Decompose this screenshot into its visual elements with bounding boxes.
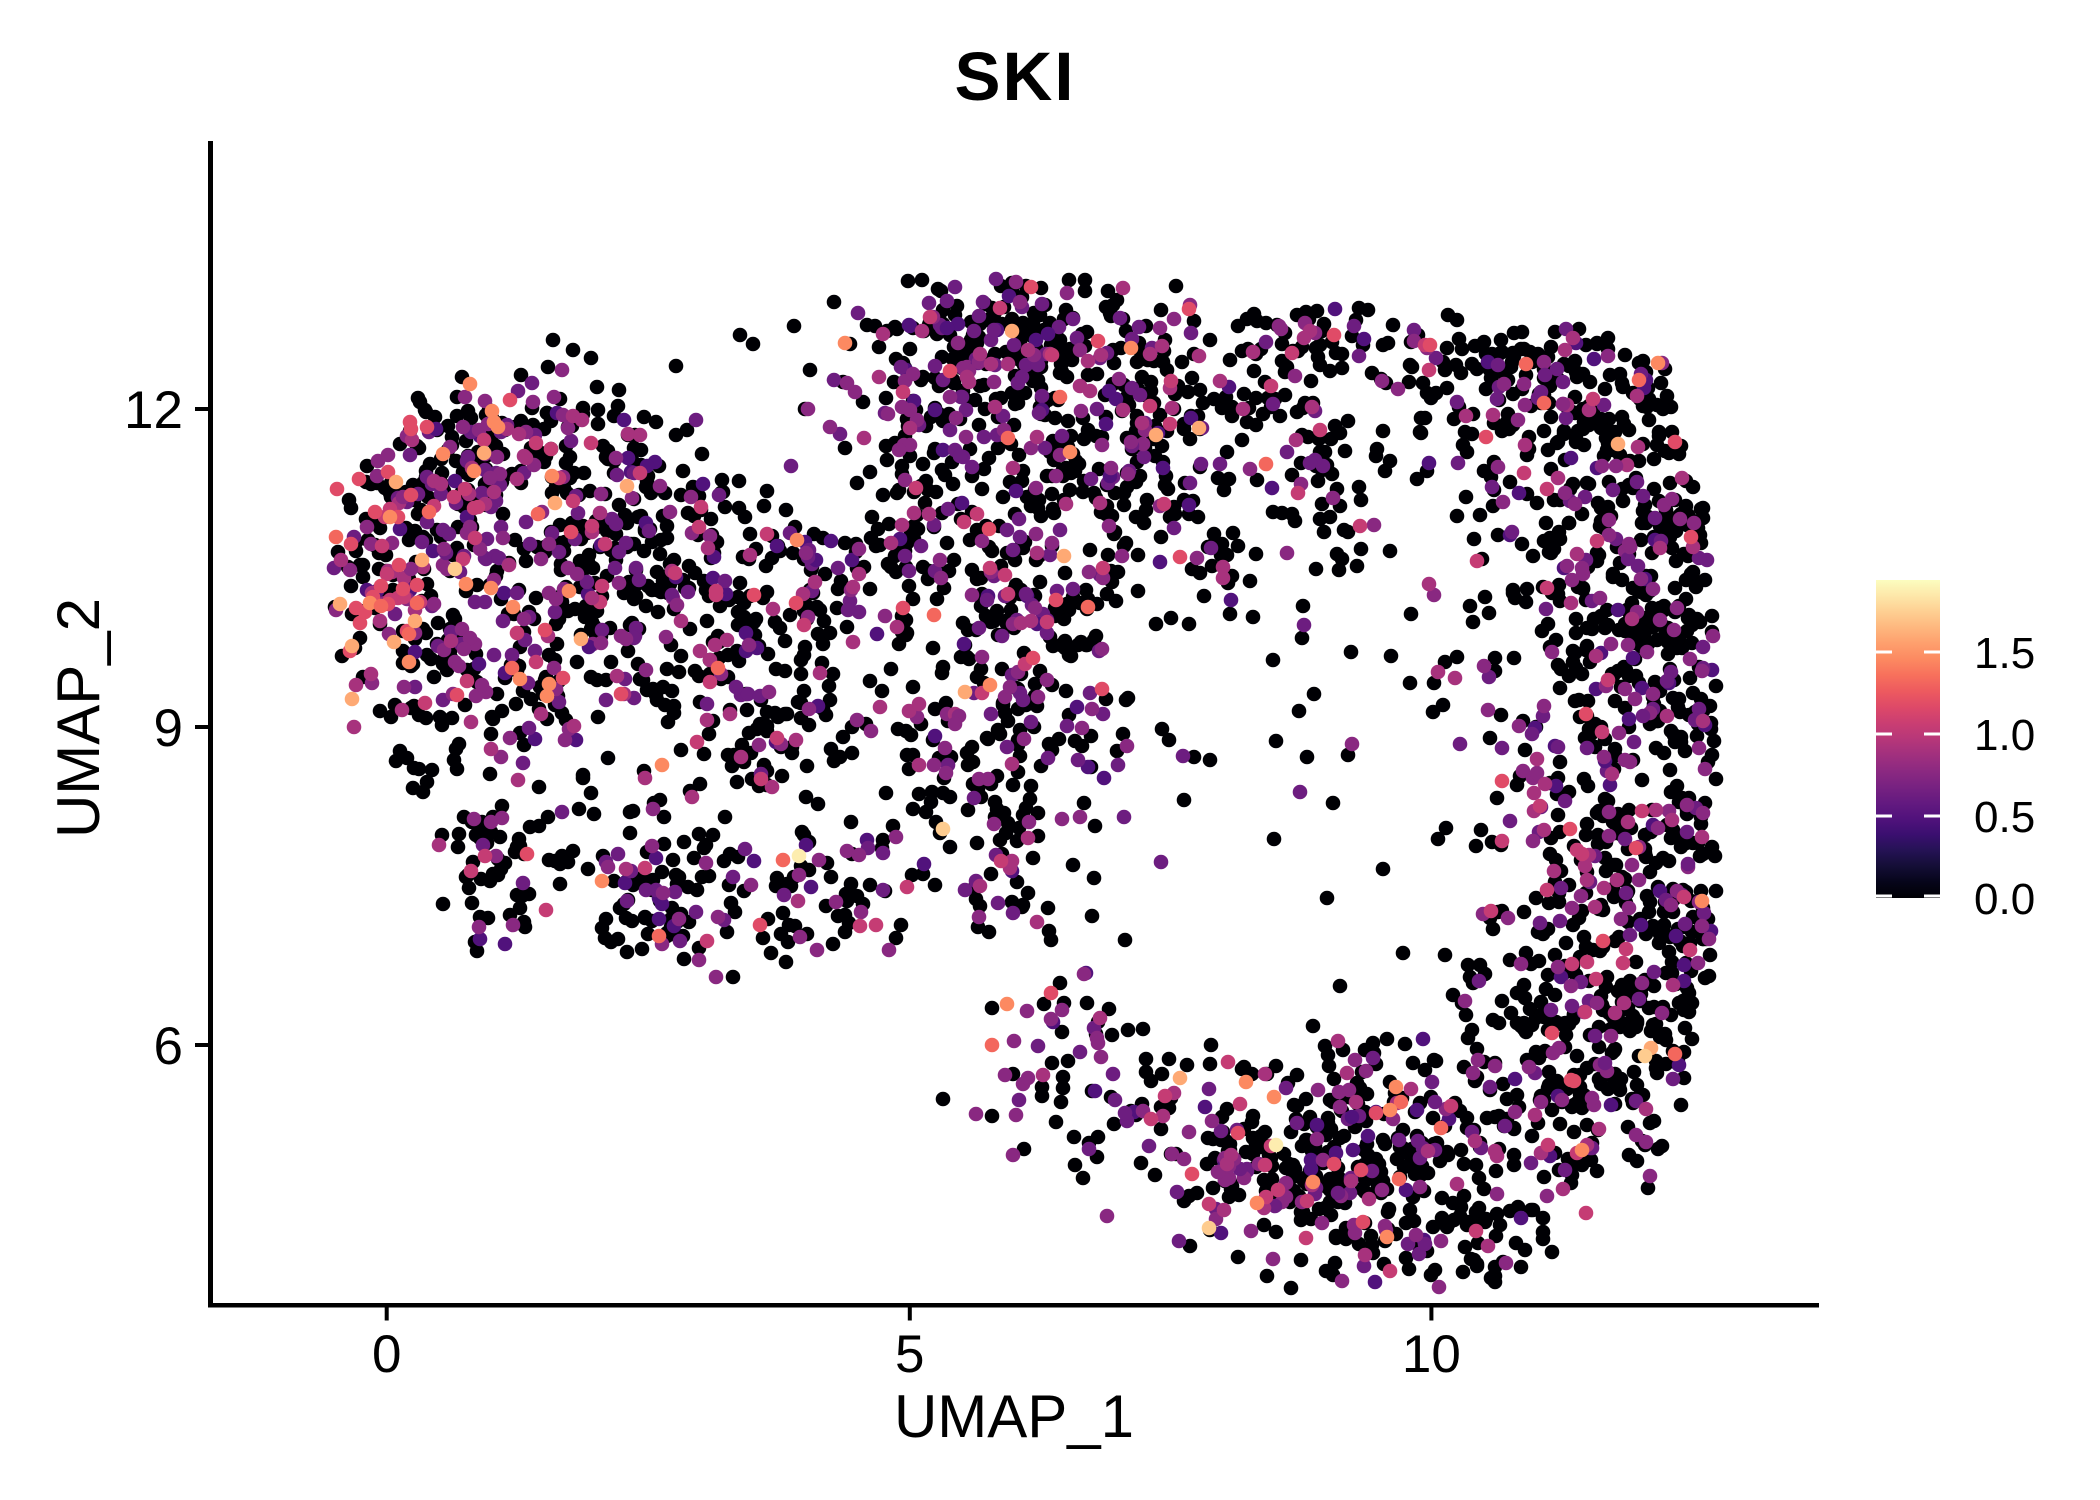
- svg-text:5: 5: [895, 1325, 924, 1384]
- svg-text:0.5: 0.5: [1974, 793, 2035, 842]
- svg-text:6: 6: [154, 1017, 183, 1076]
- svg-text:9: 9: [154, 699, 183, 758]
- svg-text:1.5: 1.5: [1974, 629, 2035, 678]
- svg-text:UMAP_1: UMAP_1: [894, 1383, 1134, 1450]
- svg-text:1.0: 1.0: [1974, 711, 2035, 760]
- svg-text:10: 10: [1402, 1325, 1461, 1384]
- svg-text:0: 0: [372, 1325, 401, 1384]
- svg-text:12: 12: [124, 381, 183, 440]
- svg-text:SKI: SKI: [954, 38, 1075, 115]
- svg-text:UMAP_2: UMAP_2: [45, 598, 112, 838]
- svg-text:0.0: 0.0: [1974, 875, 2035, 924]
